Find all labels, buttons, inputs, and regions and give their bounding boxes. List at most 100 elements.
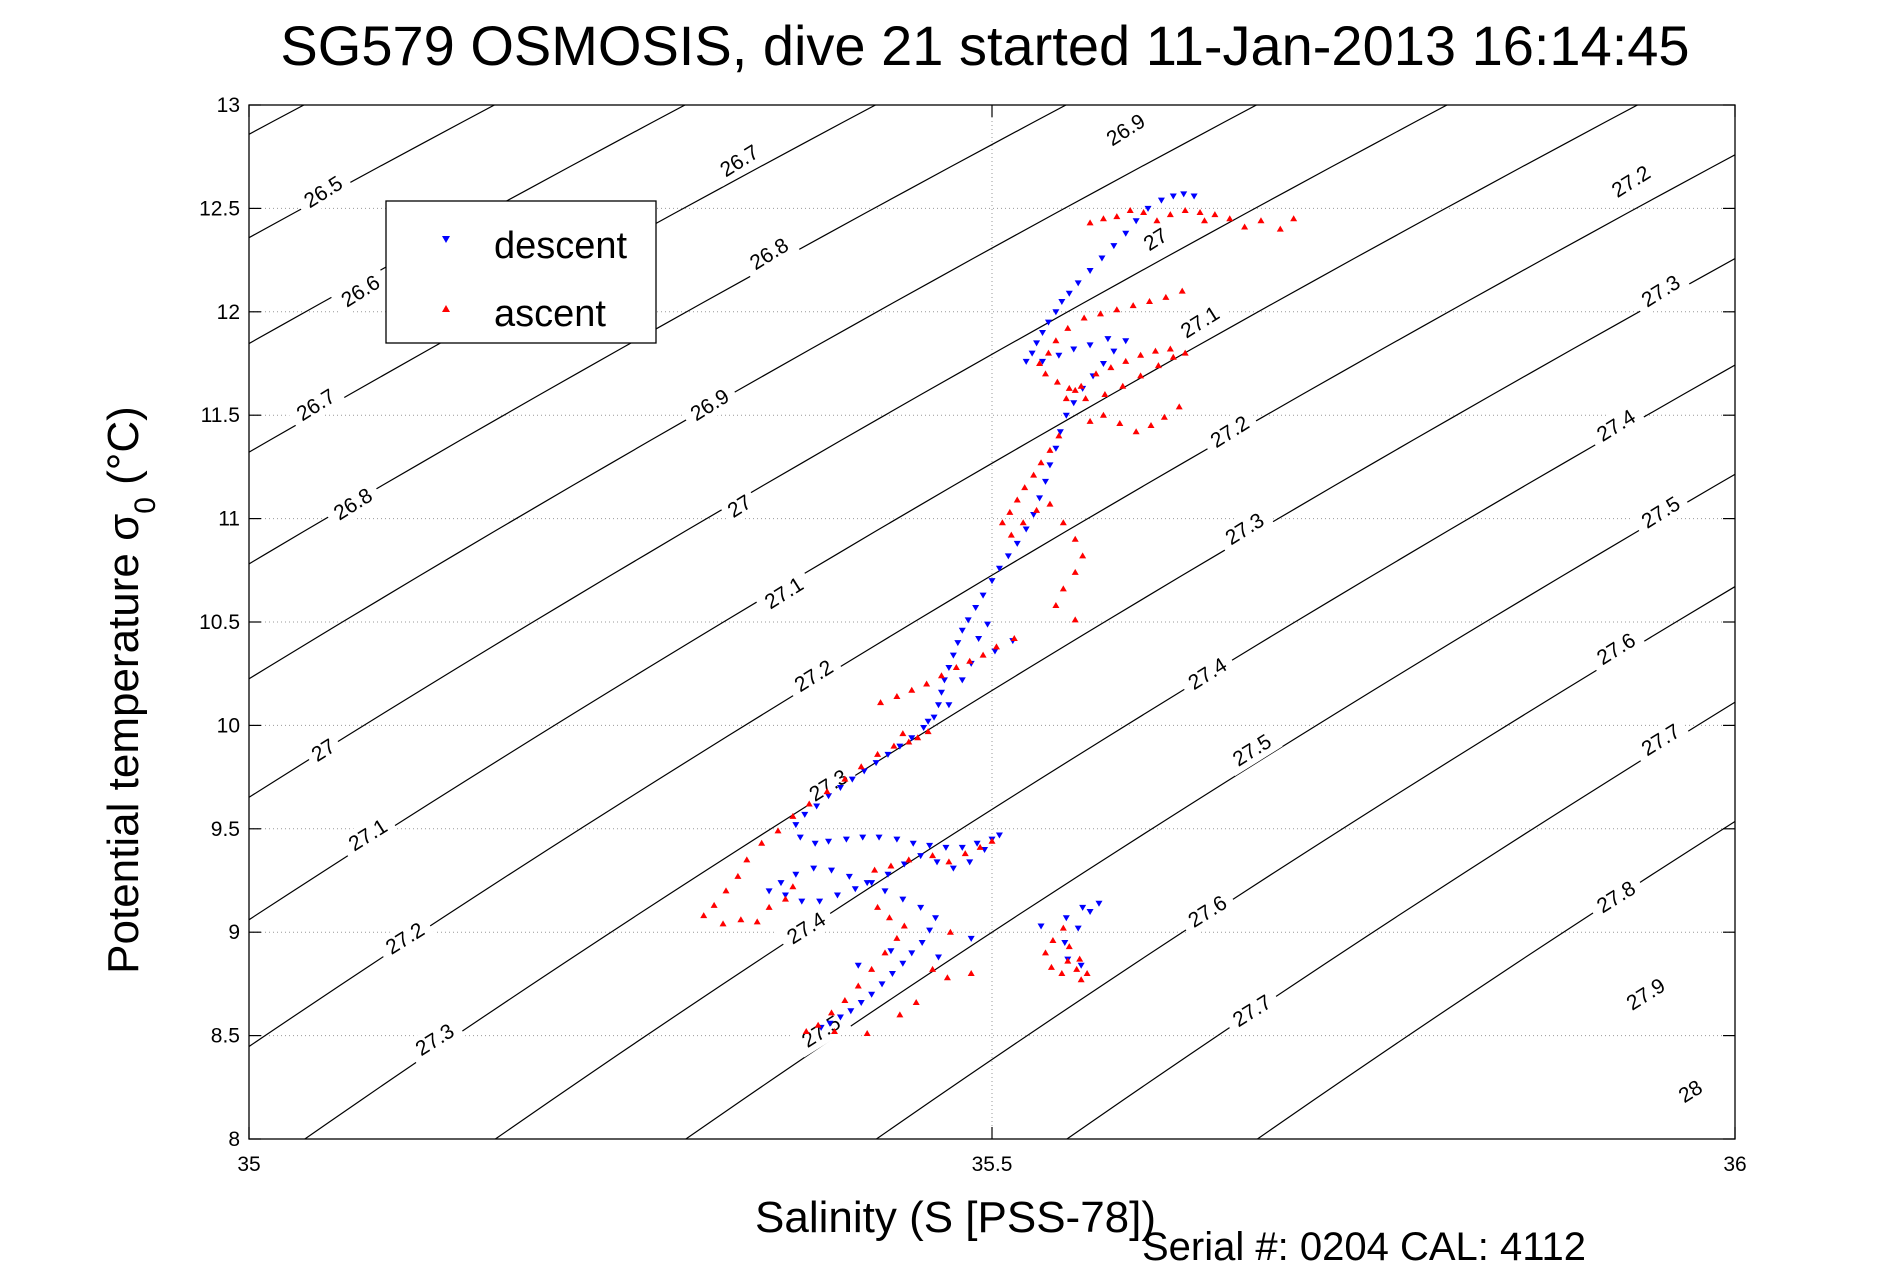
descent-point [1052,445,1060,452]
descent-point [1036,495,1044,502]
ascent-point [1169,353,1177,360]
descent-point [1028,350,1036,357]
ascent-point [1046,446,1054,453]
ascent-point [737,916,745,923]
axis-ticks: 35 35.5 36 8 8.5 9 9.5 10 10.5 11 11.5 12 12.5 13 [199,94,1747,1176]
descent-point [1004,553,1012,560]
ascent-point [1241,223,1249,230]
descent-point [842,836,850,843]
descent-point [860,768,868,775]
legend-box [385,200,657,344]
x-tick-label: 36 [1723,1153,1746,1176]
descent-point [991,648,999,655]
descent-point [888,971,896,978]
contour-label-knockout [1630,714,1692,766]
ascent-point [774,827,782,834]
ascent-point [967,970,975,977]
ascent-point [1086,219,1094,226]
contour-label-knockout [718,486,761,527]
ascent-point [961,850,969,857]
descent-point [1180,191,1188,198]
legend: descent ascent [385,200,657,344]
descent-point [926,842,934,849]
ascent-point [823,788,831,795]
ascent-point [877,699,885,706]
contour-label-knockout [1134,219,1177,260]
descent-point [940,677,948,684]
ascent-point [1166,345,1174,352]
descent-point [1039,358,1047,365]
descent-point [878,981,886,988]
descent-point [798,898,806,905]
ascent-point [1092,370,1100,377]
descent-point [859,834,867,841]
ascent-point [1071,568,1079,575]
descent-point [826,1020,834,1027]
ascent-point [1053,378,1061,385]
descent-point [863,880,871,887]
descent-point [917,904,925,911]
ascent-point [893,692,901,699]
ascent-point [905,856,913,863]
descent-point [949,865,957,872]
descent-point [1062,915,1070,922]
descent-point [893,836,901,843]
ascent-point [1071,535,1079,542]
ascent-point [1037,459,1045,466]
ascent-point [1122,357,1130,364]
ascent-point [1181,349,1189,356]
descent-point [887,948,895,955]
ascent-point [1044,349,1052,356]
descent-point [848,776,856,783]
descent-point [1022,358,1030,365]
descent-point [935,954,943,961]
contour-label-knockout [1199,405,1261,458]
contour-label-knockout [738,228,800,280]
descent-point [945,702,953,709]
contour-label-knockout [1585,871,1647,923]
descent-point [836,784,844,791]
x-tick-label: 35.5 [972,1153,1013,1176]
y-tick-label: 8 [228,1128,240,1151]
descent-point [932,915,940,922]
descent-point [933,859,941,866]
descent-point [1055,352,1063,359]
ascent-point [1140,209,1148,216]
ascent-point [905,738,913,745]
ascent-point [857,763,865,770]
descent-point [1099,361,1107,367]
descent-point [937,689,945,696]
descent-point [1144,205,1152,212]
ascent-point [1196,209,1204,216]
y-axis-label-unit: (°C) [99,406,148,497]
descent-point [979,592,987,599]
descent-point [1022,526,1030,533]
density-contour-line [684,473,1735,1139]
ascent-point [1046,500,1054,507]
ascent-point [874,750,882,757]
ascent-point [1175,403,1183,410]
legend-ascent-label: ascent [494,293,606,335]
legend-ascent-marker [442,305,450,312]
ascent-point [1058,970,1066,977]
ascent-point [1071,616,1079,623]
descent-point [972,605,980,612]
y-tick-label: 12 [217,301,240,324]
contour-label-knockout [337,809,399,861]
ascent-point [1083,970,1091,977]
ascent-point [841,775,849,782]
descent-point [828,867,836,874]
contour-label-knockout [1669,1071,1712,1112]
ascent-point [929,852,937,859]
descent-point [884,871,892,878]
descent-point [918,940,926,947]
y-axis-label-main: Potential temperature σ [99,514,148,974]
ascent-point [758,839,766,846]
descent-point [908,950,916,957]
descent-point [1086,342,1094,349]
descent-point [836,1014,844,1021]
ascent-series [700,206,1298,1037]
descent-point [1104,336,1112,343]
